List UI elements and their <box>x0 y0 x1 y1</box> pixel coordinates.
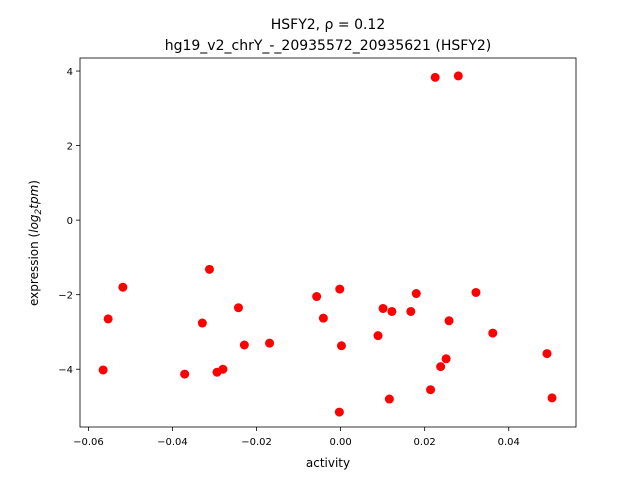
data-point-16 <box>373 331 383 341</box>
chart-title-line2: hg19_v2_chrY_-_20935572_20935621 (HSFY2) <box>165 38 492 54</box>
data-point-27 <box>453 71 463 81</box>
y-axis-label-math2: tpm <box>27 185 41 209</box>
data-point-21 <box>411 289 421 299</box>
data-point-26 <box>444 316 454 326</box>
data-point-17 <box>378 303 388 313</box>
x-axis-label: activity <box>306 456 350 470</box>
y-axis-label-math: log <box>27 214 41 233</box>
y-tick-label-2: 0 <box>67 216 73 227</box>
data-point-1 <box>103 314 113 324</box>
y-axis-label-sub: 2 <box>34 208 44 214</box>
x-axis-ticks: −0.06 −0.04 −0.02 0.00 0.02 0.04 <box>73 427 520 448</box>
data-point-30 <box>542 349 552 359</box>
x-tick-label-4: 0.02 <box>414 437 436 448</box>
y-axis-label-prefix: expression ( <box>27 233 41 306</box>
data-point-20 <box>406 306 416 316</box>
data-point-3 <box>180 369 190 379</box>
y-tick-label-1: −2 <box>58 291 73 302</box>
data-point-5 <box>204 264 214 274</box>
data-point-8 <box>233 303 243 313</box>
data-point-4 <box>197 318 207 328</box>
data-point-2 <box>118 282 128 292</box>
y-tick-label-0: −4 <box>58 365 73 376</box>
y-tick-label-4: 4 <box>67 67 73 78</box>
data-point-14 <box>335 284 345 294</box>
data-point-29 <box>488 328 498 338</box>
data-point-10 <box>265 338 275 348</box>
data-point-11 <box>312 292 322 302</box>
x-tick-label-0: −0.06 <box>73 437 104 448</box>
data-point-9 <box>239 340 249 350</box>
data-point-19 <box>387 306 397 316</box>
points-layer <box>98 71 557 417</box>
data-point-13 <box>334 407 344 417</box>
data-point-15 <box>336 341 346 351</box>
data-point-28 <box>471 287 481 297</box>
y-axis-label: expression (log2tpm) <box>27 180 44 306</box>
plot-frame <box>79 57 577 428</box>
data-point-0 <box>98 365 108 375</box>
y-tick-label-3: 2 <box>67 142 73 153</box>
chart-title-line1: HSFY2, ρ = 0.12 <box>271 17 386 33</box>
data-point-25 <box>441 354 451 364</box>
data-point-12 <box>318 313 328 323</box>
data-point-31 <box>547 393 557 403</box>
data-point-24 <box>436 362 446 372</box>
data-point-18 <box>384 394 394 404</box>
data-point-23 <box>430 72 440 82</box>
x-tick-label-3: 0.00 <box>329 437 351 448</box>
data-point-7 <box>218 364 228 374</box>
x-tick-label-5: 0.04 <box>498 437 520 448</box>
x-tick-label-1: −0.04 <box>157 437 188 448</box>
x-tick-label-2: −0.02 <box>241 437 272 448</box>
y-axis-label-suffix: ) <box>27 180 41 185</box>
y-axis-ticks: −4 −2 0 2 4 <box>58 67 80 376</box>
data-point-22 <box>426 385 436 395</box>
